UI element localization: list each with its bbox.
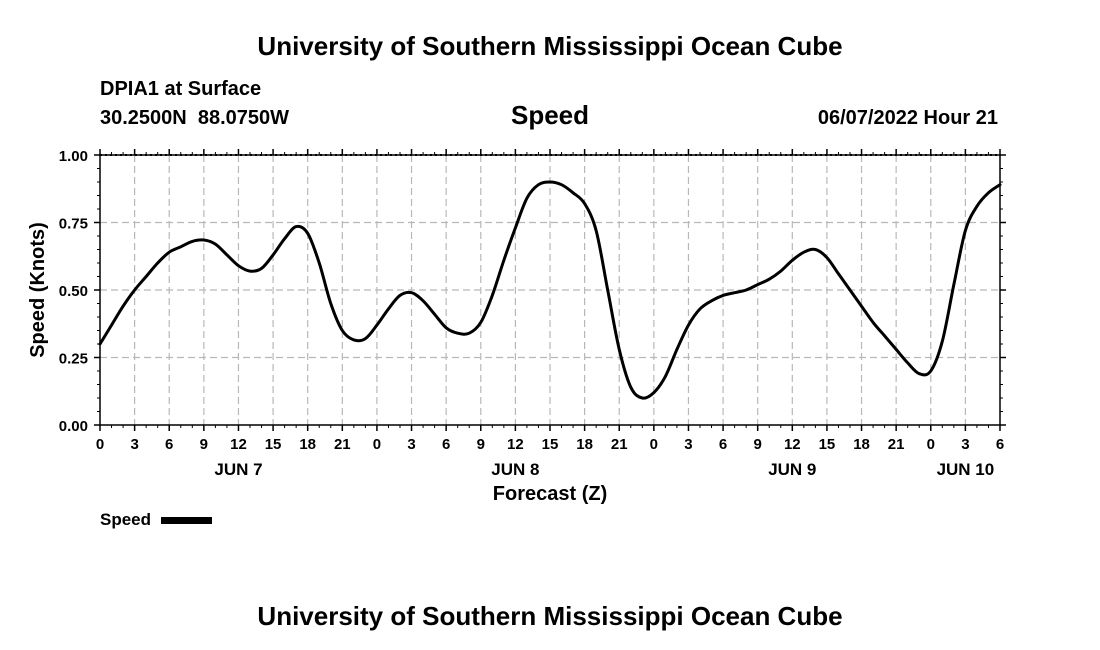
x-tick-label: 15	[819, 436, 836, 453]
x-tick-label: 9	[200, 436, 208, 453]
x-tick-label: 12	[507, 436, 524, 453]
day-label: JUN 8	[491, 460, 539, 479]
x-tick-label: 6	[719, 436, 727, 453]
y-tick-label: 0.75	[59, 216, 88, 233]
day-labels: JUN 7 JUN 8 JUN 9 JUN 10	[214, 460, 994, 479]
day-label: JUN 9	[768, 460, 816, 479]
x-tick-label: 18	[576, 436, 593, 453]
day-label: JUN 10	[937, 460, 995, 479]
footer-title: University of Southern Mississippi Ocean…	[257, 601, 842, 631]
x-tick-label: 18	[299, 436, 316, 453]
x-tick-label: 0	[650, 436, 658, 453]
x-tick-label: 21	[334, 436, 351, 453]
page-title: University of Southern Mississippi Ocean…	[257, 31, 842, 61]
x-tick-label: 3	[961, 436, 969, 453]
x-tick-labels: 0 3 6 9 12 15 18 21 0 3 6 9 12 15 18 21 0 3 6 9 12 15 18 21 0 3 6	[96, 436, 1004, 453]
x-tick-label: 6	[442, 436, 450, 453]
x-tick-label: 21	[888, 436, 905, 453]
x-tick-label: 0	[96, 436, 104, 453]
x-tick-label: 18	[853, 436, 870, 453]
series-layer	[98, 180, 1002, 400]
y-tick-label: 0.50	[59, 283, 88, 300]
x-tick-label: 12	[784, 436, 801, 453]
y-tick-labels: 0.00 0.25 0.50 0.75 1.00	[59, 148, 88, 435]
timestamp-label: 06/07/2022 Hour 21	[818, 107, 998, 129]
coordinates-label: 30.2500N 88.0750W	[100, 107, 289, 129]
x-tick-label: 3	[130, 436, 138, 453]
station-label: DPIA1 at Surface	[100, 78, 261, 100]
x-tick-label: 21	[611, 436, 628, 453]
x-tick-label: 0	[373, 436, 381, 453]
x-tick-label: 0	[927, 436, 935, 453]
y-tick-label: 0.25	[59, 351, 88, 368]
x-axis-label: Forecast (Z)	[493, 483, 607, 505]
x-tick-label: 15	[542, 436, 559, 453]
legend-label: Speed	[100, 510, 151, 529]
y-tick-label: 1.00	[59, 148, 88, 165]
series-line-speed	[98, 180, 1002, 400]
y-tick-label: 0.00	[59, 418, 88, 435]
y-axis-label: Speed (Knots)	[27, 222, 49, 358]
chart-title: Speed	[511, 100, 589, 130]
x-tick-label: 3	[407, 436, 415, 453]
x-tick-label: 9	[477, 436, 485, 453]
x-tick-label: 15	[265, 436, 282, 453]
grid-lines	[100, 155, 1000, 425]
legend-swatch	[161, 517, 212, 524]
x-tick-label: 6	[165, 436, 173, 453]
x-tick-label: 12	[230, 436, 247, 453]
axis-ticks	[94, 149, 1006, 431]
x-tick-label: 9	[754, 436, 762, 453]
x-tick-label: 6	[996, 436, 1004, 453]
x-tick-label: 3	[684, 436, 692, 453]
day-label: JUN 7	[214, 460, 262, 479]
